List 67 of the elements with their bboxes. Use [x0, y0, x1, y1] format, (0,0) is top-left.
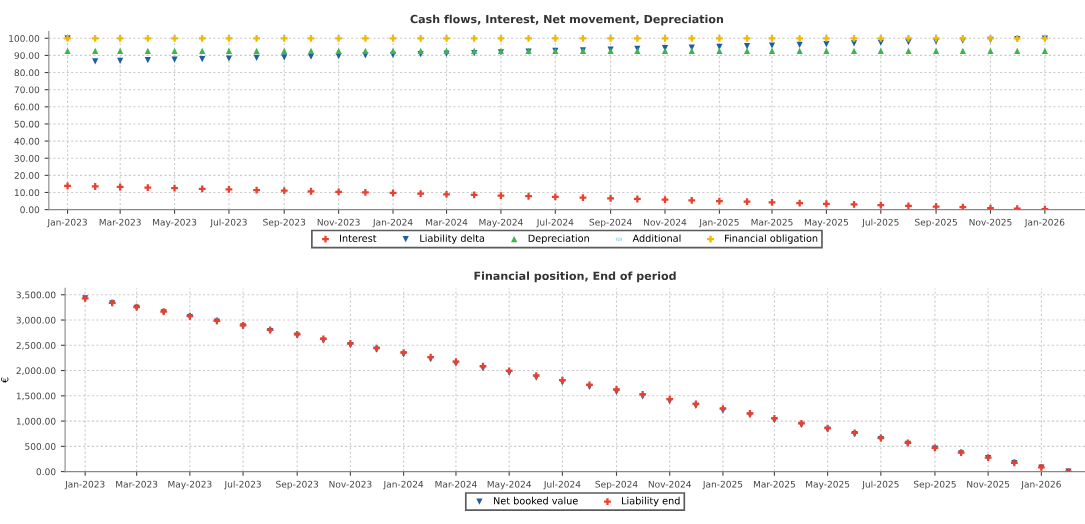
x-tick-label: Jul-2024 [543, 480, 581, 490]
x-tick-label: Jan-2026 [1024, 218, 1065, 228]
x-tick-label: May-2023 [168, 480, 212, 490]
x-tick-label: Sep-2025 [913, 480, 956, 490]
x-tick-label: Nov-2024 [648, 480, 692, 488]
y-tick-label: 80.00 [14, 69, 40, 77]
y-tick-label: 90.00 [14, 52, 40, 59]
y-tick-label: 2,000.00 [16, 367, 56, 376]
x-tick-label: Jul-2025 [861, 218, 899, 228]
x-tick-label: Jan-2023 [64, 480, 105, 490]
x-tick-label: Sep-2024 [589, 218, 632, 228]
chart-title: Financial position, End of period [474, 271, 676, 283]
x-tick-label: Nov-2023 [317, 218, 360, 226]
x-tick-label: Jan-2024 [372, 218, 413, 228]
legend-label: Liability delta [420, 234, 485, 244]
x-tick-label: Nov-2024 [644, 218, 687, 226]
y-tick-label: 100.00 [9, 35, 40, 42]
x-tick-label: Jan-2023 [47, 218, 87, 228]
x-tick-label: Jan-2025 [702, 480, 743, 490]
chart-title: Cash flows, Interest, Net movement, Depreciation [410, 14, 724, 26]
legend-label: Net booked value [493, 496, 578, 505]
x-tick-label: Jul-2025 [861, 480, 899, 490]
x-tick-label: Jul-2023 [224, 480, 261, 490]
y-tick-label: 500.00 [25, 443, 56, 450]
legend-label: Liability end [622, 496, 680, 507]
y-axis-title: € [1, 377, 9, 383]
legend-label: Interest [340, 234, 377, 242]
legend-label: Additional [632, 234, 681, 242]
x-tick-label: Mar-2024 [426, 218, 468, 226]
x-tick-label: Sep-2025 [915, 218, 957, 228]
x-tick-label: Mar-2025 [753, 480, 795, 488]
y-tick-label: 10.00 [14, 189, 40, 197]
x-tick-label: May-2023 [153, 218, 197, 228]
x-tick-label: Sep-2024 [595, 480, 638, 490]
y-tick-label: 0.00 [36, 468, 56, 476]
x-tick-label: May-2024 [487, 480, 532, 490]
legend-label: Depreciation [528, 234, 589, 244]
x-tick-label: Mar-2023 [116, 480, 158, 488]
x-tick-label: Sep-2023 [263, 218, 306, 228]
y-tick-label: 20.00 [14, 172, 40, 179]
x-tick-label: Jan-2026 [1020, 480, 1061, 490]
x-tick-label: Mar-2025 [751, 218, 793, 226]
y-tick-label: 50.00 [14, 120, 40, 128]
y-tick-label: 2,500.00 [16, 342, 56, 350]
x-tick-label: Mar-2024 [435, 480, 477, 488]
x-tick-label: Jan-2024 [383, 480, 424, 490]
x-tick-label: May-2025 [806, 480, 850, 490]
y-tick-label: 40.00 [14, 137, 40, 145]
x-tick-label: Nov-2023 [329, 480, 372, 488]
y-tick-label: 30.00 [14, 154, 40, 162]
x-tick-label: Sep-2023 [276, 480, 319, 490]
legend-label: Financial obligation [725, 234, 818, 244]
x-tick-label: Jan-2025 [698, 218, 739, 228]
y-tick-label: 1,500.00 [16, 392, 56, 401]
y-tick-label: 3,000.00 [16, 316, 56, 325]
y-tick-label: 1,000.00 [16, 417, 56, 426]
y-tick-label: 3,500.00 [16, 291, 56, 300]
x-tick-label: Jul-2023 [209, 218, 247, 228]
x-tick-label: Nov-2025 [969, 218, 1012, 226]
x-tick-label: May-2024 [479, 218, 523, 228]
x-tick-label: Mar-2023 [99, 218, 141, 226]
x-tick-label: May-2025 [804, 218, 848, 228]
y-tick-label: 70.00 [14, 86, 40, 94]
y-tick-label: 60.00 [14, 103, 40, 111]
y-tick-label: 0.00 [20, 206, 40, 214]
x-tick-label: Nov-2025 [967, 480, 1010, 488]
x-tick-label: Jul-2024 [536, 218, 574, 228]
